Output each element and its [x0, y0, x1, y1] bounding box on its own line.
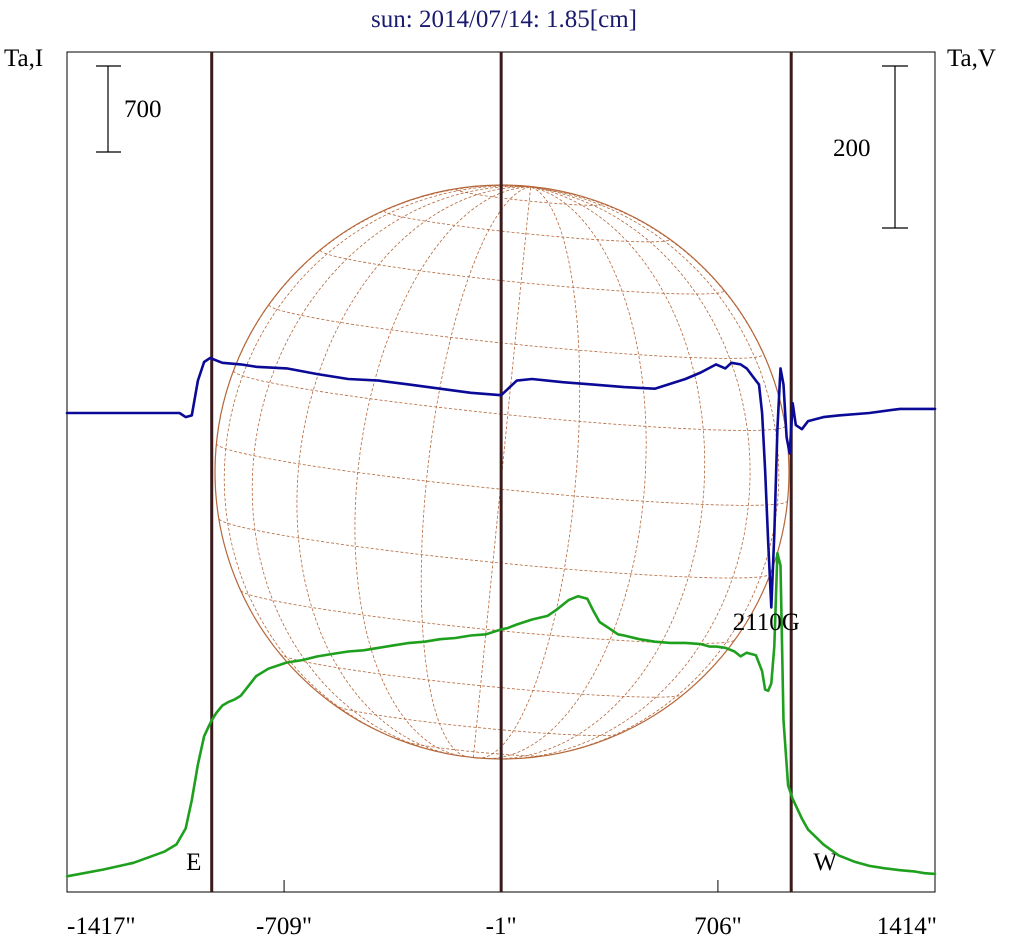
- polarization-line: [65, 356, 937, 609]
- x-tick-labels: -1417" -709" -1" 706" 1414": [67, 913, 937, 940]
- right-scale-bar: 200: [833, 65, 908, 229]
- left-scale-label: 700: [124, 96, 162, 123]
- x-tick-label-2: -1": [486, 913, 517, 940]
- x-tick-label-3: 706": [694, 913, 742, 940]
- right-scale-label: 200: [833, 135, 871, 162]
- x-tick-label-1: -709": [256, 913, 312, 940]
- x-tick-label-4: 1414": [877, 913, 937, 940]
- series-lines: [65, 356, 937, 878]
- intensity-line: [65, 551, 937, 878]
- chart-title: sun: 2014/07/14: 1.85[cm]: [371, 6, 637, 33]
- left-scale-bar: 700: [96, 65, 162, 153]
- marker-label-W: W: [813, 849, 837, 876]
- left-axis-label: Ta,I: [4, 45, 43, 72]
- marker-label-E: E: [186, 849, 201, 876]
- field-annotation: 2110G: [733, 609, 800, 636]
- right-axis-label: Ta,V: [947, 45, 996, 72]
- x-tick-label-0: -1417": [67, 913, 136, 940]
